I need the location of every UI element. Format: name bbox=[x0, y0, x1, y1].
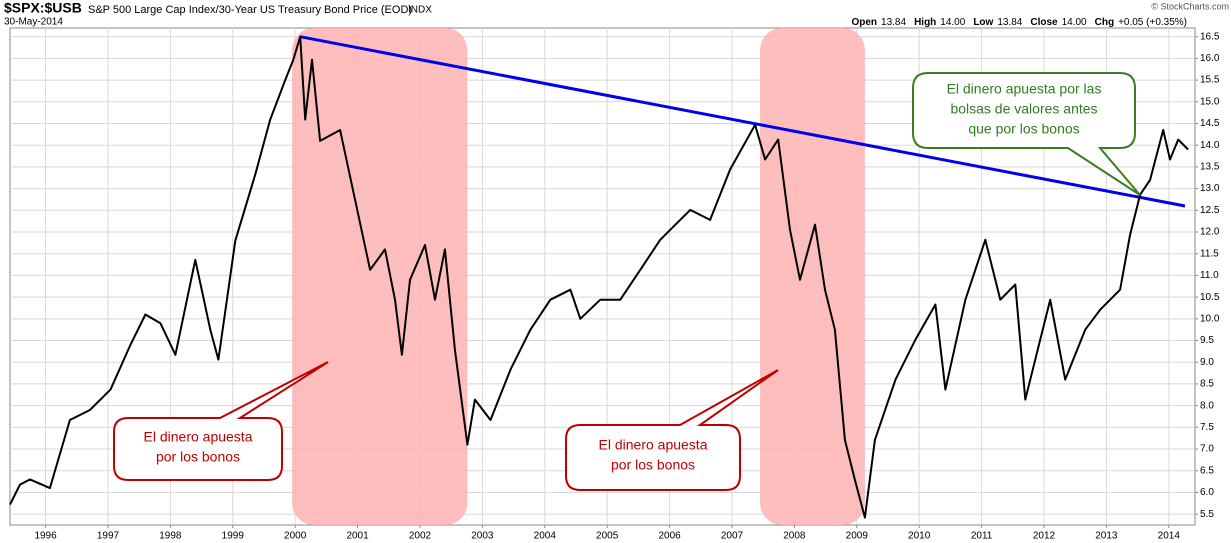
x-tick-label: 2004 bbox=[534, 531, 557, 542]
credit: © StockCharts.com bbox=[1151, 1, 1229, 11]
callout-box bbox=[113, 361, 329, 481]
line bbox=[299, 35, 1186, 208]
y-tick-label: 16.5 bbox=[1200, 31, 1220, 42]
quote-value: 13.84 bbox=[997, 17, 1022, 28]
y-tick-label: 9.5 bbox=[1200, 335, 1214, 346]
y-tick-label: 6.0 bbox=[1200, 487, 1214, 498]
x-tick-label: 2008 bbox=[783, 531, 806, 542]
shaded-range bbox=[292, 28, 468, 525]
y-tick-label: 13.0 bbox=[1200, 183, 1220, 194]
quote: Open 13.84 High 14.00 Low 13.84 Close 14.00 Chg +… bbox=[851, 17, 1187, 28]
x-tick-label: 2006 bbox=[658, 531, 681, 542]
x-tick-label: 1996 bbox=[34, 531, 57, 542]
y-tick-label: 16.0 bbox=[1200, 53, 1220, 64]
symbol: $SPX:$USB bbox=[4, 0, 82, 16]
y-tick-label: 13.5 bbox=[1200, 162, 1220, 173]
x-tick-label: 2007 bbox=[721, 531, 744, 542]
quote-label: Chg bbox=[1095, 17, 1114, 28]
x-tick-label: 2003 bbox=[471, 531, 494, 542]
chart-title: S&P 500 Large Cap Index/30-Year US Treas… bbox=[88, 4, 412, 16]
quote-value: 14.00 bbox=[940, 17, 965, 28]
shaded-ranges bbox=[292, 28, 865, 525]
x-tick-label: 1999 bbox=[222, 531, 245, 542]
callout-text: El dinero apuesta bbox=[144, 429, 253, 445]
callout-text: bolsas de valores antes bbox=[950, 101, 1097, 117]
callout-box bbox=[565, 369, 779, 491]
callout-text: por los bonos bbox=[156, 449, 240, 465]
x-tick-label: 2011 bbox=[971, 531, 993, 542]
y-tick-label: 10.5 bbox=[1200, 292, 1220, 303]
y-tick-label: 9.0 bbox=[1200, 357, 1214, 368]
x-tick-label: 1998 bbox=[159, 531, 182, 542]
y-tick-label: 15.0 bbox=[1200, 96, 1220, 107]
y-tick-label: 8.5 bbox=[1200, 379, 1214, 390]
y-tick-label: 14.5 bbox=[1200, 118, 1220, 129]
x-tick-label: 2014 bbox=[1158, 531, 1181, 542]
y-tick-label: 5.5 bbox=[1200, 509, 1214, 520]
callout-text: El dinero apuesta bbox=[599, 437, 708, 453]
annotations: El dinero apuesta por los bonos El dinero … bbox=[144, 81, 1102, 473]
callout-text: por los bonos bbox=[611, 457, 695, 473]
y-tick-label: 7.5 bbox=[1200, 422, 1214, 433]
quote-label: Close bbox=[1030, 17, 1058, 28]
date: 30-May-2014 bbox=[4, 17, 63, 28]
y-tick-label: 7.0 bbox=[1200, 444, 1214, 455]
y-tick-label: 11.5 bbox=[1200, 248, 1219, 259]
x-tick-label: 1997 bbox=[97, 531, 120, 542]
x-tick-label: 2005 bbox=[596, 531, 619, 542]
lines bbox=[9, 35, 1189, 519]
x-tick-label: 2013 bbox=[1095, 531, 1118, 542]
plot-frame bbox=[9, 27, 1196, 526]
x-tick-label: 2009 bbox=[846, 531, 869, 542]
y-tick-label: 12.5 bbox=[1200, 205, 1220, 216]
y-tick-label: 10.0 bbox=[1200, 313, 1220, 324]
y-tick-label: 14.0 bbox=[1200, 140, 1220, 151]
line bbox=[9, 35, 1189, 519]
y-tick-label: 11.0 bbox=[1200, 270, 1219, 281]
quote-label: Open bbox=[851, 17, 877, 28]
quote-value: 13.84 bbox=[881, 17, 906, 28]
x-tick-label: 2001 bbox=[346, 531, 369, 542]
quote-value: 14.00 bbox=[1062, 17, 1087, 28]
quote-value: +0.05 (+0.35%) bbox=[1118, 17, 1187, 28]
x-tick-label: 2002 bbox=[409, 531, 432, 542]
y-tick-label: 12.0 bbox=[1200, 227, 1220, 238]
shaded-range bbox=[760, 28, 865, 525]
callout-text: que por los bonos bbox=[968, 121, 1079, 137]
y-tick-label: 6.5 bbox=[1200, 465, 1214, 476]
callouts bbox=[113, 72, 1141, 491]
x-tick-label: 2010 bbox=[908, 531, 931, 542]
x-tick-label: 2000 bbox=[284, 531, 307, 542]
exchange: INDX bbox=[408, 5, 432, 16]
quote-text: Open 13.84 High 14.00 Low 13.84 Close 14.00 Chg +… bbox=[851, 17, 1187, 28]
callout-text: El dinero apuesta por las bbox=[947, 81, 1102, 97]
quote-label: High bbox=[914, 17, 936, 28]
y-tick-label: 15.5 bbox=[1200, 75, 1220, 86]
quote-label: Low bbox=[973, 17, 993, 28]
x-tick-label: 2012 bbox=[1033, 531, 1056, 542]
callout-box bbox=[912, 72, 1141, 196]
y-tick-label: 8.0 bbox=[1200, 400, 1214, 411]
